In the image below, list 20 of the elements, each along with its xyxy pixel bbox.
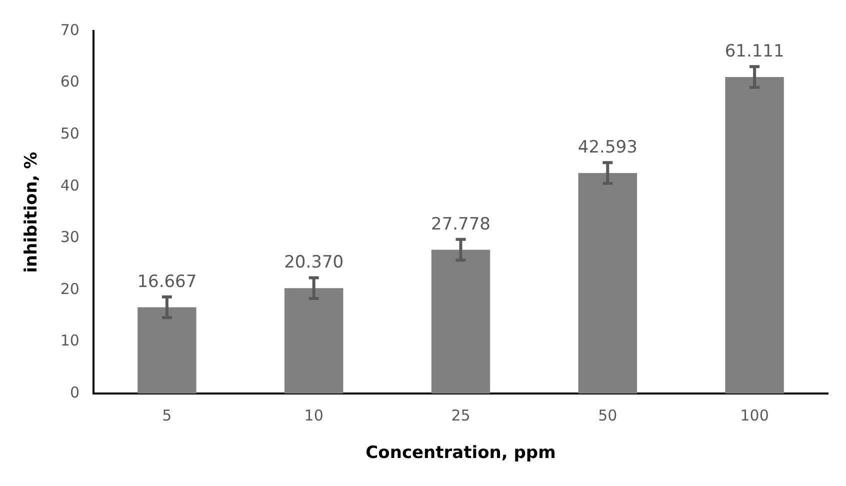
y-tick-label: 30 [60,228,80,246]
y-tick-label: 20 [60,280,80,298]
data-label: 20.370 [284,252,344,273]
x-axis-title: Concentration, ppm [366,443,556,464]
data-label: 42.593 [578,138,638,158]
x-tick-label: 50 [598,406,618,424]
x-tick-label: 10 [304,406,324,424]
y-tick-label: 50 [60,124,80,142]
y-tick-label: 40 [60,176,80,194]
y-tick-label: 70 [60,20,80,39]
y-axis-title: inhibition, % [22,152,42,273]
data-label: 16.667 [137,272,197,292]
x-tick-label: 25 [451,406,470,424]
y-tick-label: 10 [60,332,80,350]
data-label: 27.778 [431,214,490,234]
y-tick-label: 0 [70,383,80,402]
x-tick-label: 100 [740,406,769,424]
y-tick-label: 60 [60,72,80,91]
x-tick-label: 5 [162,406,172,424]
data-label: 61.111 [724,42,784,62]
